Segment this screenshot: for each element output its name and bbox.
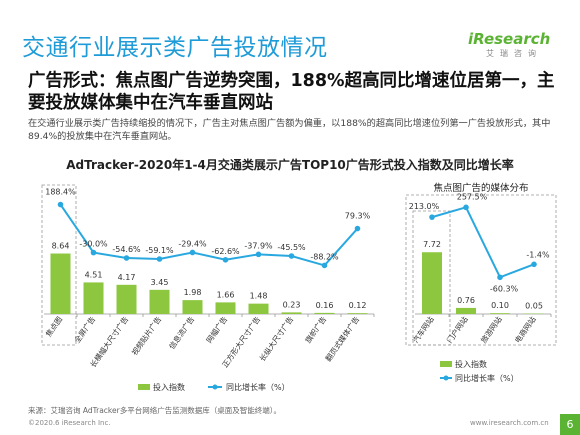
- bar: [347, 313, 368, 314]
- bar: [314, 312, 335, 314]
- growth-point: [354, 225, 361, 232]
- growth-point: [222, 256, 229, 263]
- website-link[interactable]: www.iresearch.com.cn: [470, 419, 549, 427]
- bar-value-label: 0.10: [491, 301, 509, 310]
- growth-point: [497, 274, 503, 281]
- page-title: 交通行业展示类广告投放情况: [22, 35, 328, 61]
- growth-label: 188.4%: [45, 188, 76, 197]
- bar-value-label: 1.98: [184, 288, 202, 297]
- growth-label: -59.1%: [145, 246, 174, 255]
- source-note: 来源：艾瑞咨询 AdTracker多平台网络广告监测数据库（桌面及智能终端）。: [28, 406, 281, 415]
- legend-bar-swatch: [138, 384, 150, 390]
- growth-label: -37.9%: [244, 241, 273, 250]
- right-chart-title: 焦点图广告的媒体分布: [433, 183, 529, 194]
- category-label: 信息流广告: [166, 314, 196, 351]
- bar-value-label: 0.76: [457, 296, 475, 305]
- bar: [182, 300, 203, 314]
- chart-title: AdTracker-2020年1-4月交通类展示广告TOP10广告形式投入指数及…: [66, 158, 514, 172]
- category-label: 网幅广告: [204, 314, 230, 345]
- category-label: 门户网站: [444, 314, 470, 345]
- growth-point: [255, 251, 262, 258]
- growth-label: -29.4%: [178, 239, 207, 248]
- bar-value-label: 0.12: [349, 301, 367, 310]
- growth-point: [429, 214, 435, 220]
- growth-label: -88.2%: [310, 252, 339, 261]
- logo-subtext: 艾瑞咨询: [486, 49, 542, 58]
- category-label: 汽车网站: [410, 314, 436, 345]
- growth-point: [90, 249, 97, 256]
- bar: [50, 253, 71, 314]
- bar-value-label: 0.05: [525, 302, 543, 311]
- growth-label: -60.3%: [490, 284, 519, 293]
- bar-value-label: 8.64: [52, 242, 70, 251]
- growth-line: [59, 203, 359, 267]
- iresearch-logo: iResearch 艾瑞咨询: [468, 30, 560, 58]
- growth-label: -54.6%: [112, 245, 141, 254]
- growth-label: -45.5%: [277, 243, 306, 252]
- bar-value-label: 4.51: [85, 270, 103, 279]
- growth-label: 213.0%: [409, 202, 440, 211]
- legend-bar-swatch: [440, 361, 452, 367]
- headline: 广告形式：焦点图广告逆势突围，188%超高同比增速位居第一，主要投放媒体集中在汽…: [28, 71, 555, 113]
- left-chart: 8.64焦点图4.51全屏广告4.17长横幅大尺寸广告3.45视频贴片广告1.9…: [43, 188, 375, 369]
- legend-line-marker: [443, 375, 449, 381]
- legend-bar-label: 投入指数: [153, 382, 185, 392]
- bar-value-label: 1.48: [250, 292, 268, 301]
- legend-line-label: 同比增长率（%）: [226, 382, 290, 392]
- growth-point: [463, 204, 469, 211]
- bar-value-label: 0.16: [316, 301, 334, 310]
- bar: [116, 284, 137, 314]
- growth-label: 257.5%: [457, 192, 488, 201]
- growth-label: -1.4%: [526, 250, 550, 259]
- bar: [490, 313, 510, 314]
- bar: [456, 307, 476, 314]
- category-label: 视频贴片广告: [129, 314, 163, 357]
- bar-value-label: 0.23: [283, 300, 301, 309]
- description: 在交通行业展示类广告持续缩投的情况下，广告主对焦点图广告额为偏重，以188%的超…: [28, 118, 551, 142]
- logo-text: iResearch: [468, 30, 551, 48]
- bar: [248, 303, 269, 314]
- growth-point: [288, 253, 295, 259]
- legend-bar-label: 投入指数: [455, 359, 487, 369]
- growth-point: [531, 261, 537, 268]
- growth-point: [189, 249, 196, 256]
- category-label: 旗帜广告: [303, 314, 329, 345]
- bar: [422, 252, 442, 314]
- growth-point: [156, 256, 163, 262]
- bar-value-label: 1.66: [217, 290, 235, 299]
- legend-line-marker: [212, 384, 218, 390]
- bar-value-label: 4.17: [118, 273, 136, 282]
- bar-value-label: 3.45: [151, 278, 169, 287]
- bar: [149, 289, 170, 314]
- bar: [83, 282, 104, 314]
- right-panel-box: [405, 194, 557, 346]
- category-label: 翻页式媒体广告: [323, 314, 362, 363]
- growth-label: -30.0%: [79, 240, 108, 249]
- category-label: 电商网站: [512, 314, 538, 345]
- bar: [215, 302, 236, 314]
- category-label: 全屏广告: [72, 314, 98, 345]
- bar-value-label: 7.72: [423, 240, 441, 249]
- focus-highlight-box: [41, 184, 77, 346]
- page-number: 6: [560, 414, 580, 435]
- growth-label: 79.3%: [345, 212, 371, 221]
- growth-point: [123, 255, 130, 261]
- legend-line-label: 同比增长率（%）: [455, 373, 519, 383]
- category-label: 旅游网站: [478, 314, 504, 345]
- category-label: 长纵大尺寸广告: [257, 314, 296, 363]
- copyright: ©2020.6 iResearch Inc.: [28, 419, 111, 427]
- right-highlight-box: [412, 210, 451, 346]
- growth-line: [431, 206, 535, 279]
- growth-point: [57, 201, 64, 208]
- growth-label: -62.6%: [211, 247, 240, 256]
- right-chart: 7.72 汽车网站 0.76 门户网站 0.10 旅游网站 0.05 电商网站 213.0% 25…: [409, 192, 552, 345]
- bar: [281, 312, 302, 314]
- category-label: 焦点图: [43, 314, 64, 338]
- growth-point: [321, 262, 328, 269]
